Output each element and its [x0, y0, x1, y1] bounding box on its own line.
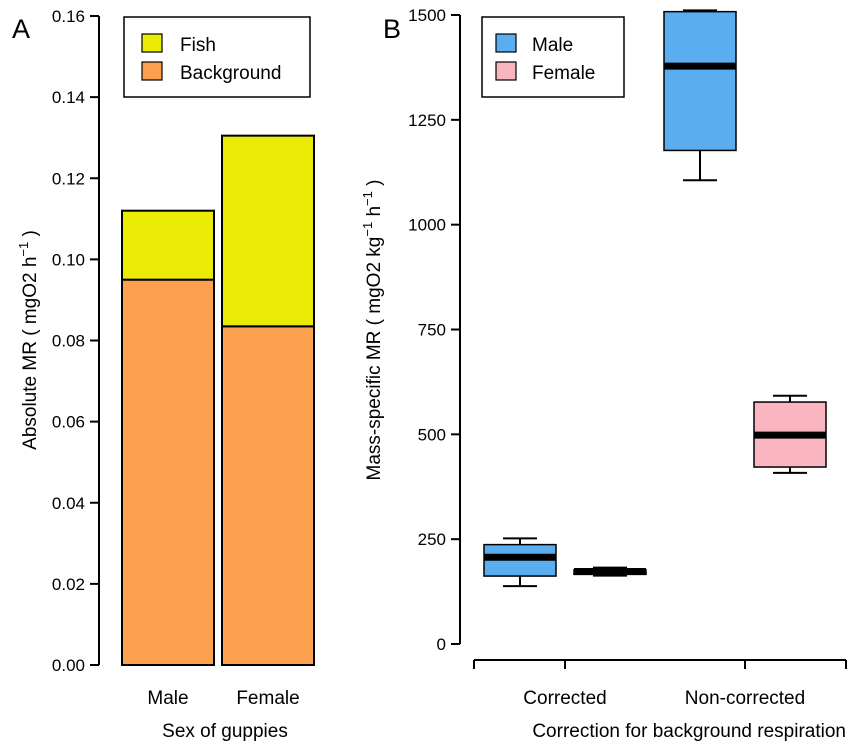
panel-a-y-tick-label-5: 0.10	[52, 250, 85, 269]
panel-a-y-tick-label-0: 0.00	[52, 656, 85, 675]
panel-a-bars	[121, 134, 315, 666]
bar-male-background	[121, 278, 215, 666]
panel-a-y-tick-label-7: 0.14	[52, 88, 85, 107]
panel-b-x-ticks	[473, 660, 847, 669]
panel-b-y-tick-label-5: 1250	[408, 111, 446, 130]
box-male-non-corrected	[663, 9, 737, 182]
panel-a-y-tick-label-3: 0.06	[52, 413, 85, 432]
legend-swatch-male	[495, 33, 517, 53]
panel-b-x-tick-corrected: Corrected	[523, 688, 606, 709]
legend-swatch-background	[141, 61, 163, 81]
panel-b-legend-box	[481, 16, 625, 98]
box-body-male-non-corrected	[663, 10, 737, 152]
panel-a-x-axis-title: Sex of guppies	[162, 721, 288, 742]
panel-a-legend-box	[123, 16, 311, 98]
box-female-non-corrected	[753, 394, 827, 474]
panel-b-y-tick-label-2: 500	[418, 425, 446, 444]
panel-b-y-axis-title: Mass-specific MR ( mgO2 kg−1 h−1 )	[360, 180, 385, 481]
panel-b-x-tick-non-corrected: Non-corrected	[685, 688, 805, 709]
panel-b-y-tick-label-4: 1000	[408, 216, 446, 235]
box-female-corrected	[573, 566, 647, 577]
panel-a-y-tick-label-4: 0.08	[52, 332, 85, 351]
panel-a-y-tick-label-8: 0.16	[52, 7, 85, 26]
panel-b-boxes	[483, 9, 827, 588]
legend-label-background: Background	[180, 63, 281, 84]
panel-a-y-tick-label-6: 0.12	[52, 169, 85, 188]
panel-b-y-tick-label-3: 750	[418, 321, 446, 340]
bar-female-fish	[221, 134, 315, 328]
panel-b-y-tick-label-0: 0	[437, 635, 446, 654]
panel-b-x-axis-title: Correction for background respiration	[532, 721, 846, 742]
panel-a-legend: Fish Background	[123, 16, 311, 98]
panel-b-legend: Male Female	[481, 16, 625, 98]
box-male-corrected	[483, 537, 557, 588]
panel-a-y-tick-label-1: 0.02	[52, 575, 85, 594]
panel-a-x-tick-male: Male	[147, 688, 188, 709]
panel-b-y-tick-label-6: 1500	[408, 6, 446, 25]
panel-a-x-tick-female: Female	[236, 688, 299, 709]
panel-a-y-ticks: 0.00 0.02 0.04 0.06 0.08 0.10 0.12 0.14 0.16	[52, 7, 99, 675]
bar-female-background	[221, 325, 315, 666]
bar-male-fish	[121, 209, 215, 281]
legend-swatch-fish	[141, 33, 163, 53]
legend-swatch-female	[495, 61, 517, 81]
legend-label-fish: Fish	[180, 35, 216, 56]
panel-b-y-ticks: 0 250 500 750 1000 1250 1500	[408, 6, 460, 654]
panel-a-y-axis-title: Absolute MR ( mgO2 h−1 )	[16, 230, 41, 450]
panel-a-y-tick-label-2: 0.04	[52, 494, 85, 513]
legend-label-male: Male	[532, 35, 573, 56]
panel-b: B 0 250 500 750 1000 1250 1500 Corrected Non-c…	[360, 6, 847, 742]
panel-a: A 0.00 0.02 0.04 0.06 0.08 0.10 0.12 0.14 0.16 M…	[12, 7, 315, 742]
panel-b-label: B	[383, 14, 401, 44]
legend-label-female: Female	[532, 63, 595, 84]
panel-a-label: A	[12, 14, 30, 44]
panel-b-y-tick-label-1: 250	[418, 530, 446, 549]
